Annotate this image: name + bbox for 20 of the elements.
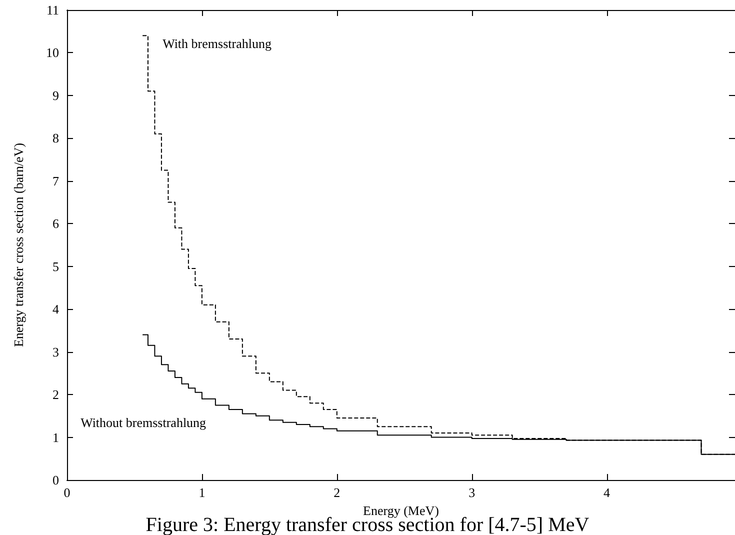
y-tick-label: 4	[52, 302, 60, 317]
y-tick-label: 11	[46, 2, 59, 18]
y-axis-title: Energy transfer cross section (barn/eV)	[11, 142, 26, 348]
x-tick-label: 1	[198, 485, 206, 500]
y-tick-label: 3	[52, 344, 59, 360]
y-tick-label: 2	[52, 387, 59, 402]
y-tick-label: 9	[52, 88, 59, 103]
y-tick-label: 7	[52, 173, 60, 188]
y-tick-label: 6	[52, 216, 60, 232]
x-tick-label: 0	[64, 485, 70, 500]
x-tick-label: 2	[334, 485, 340, 500]
series-label: Without bremsstrahlung	[80, 415, 207, 430]
x-tick-label: 4	[604, 485, 611, 500]
y-tick-label: 1	[52, 430, 59, 445]
x-tick-label: 3	[468, 485, 476, 500]
y-tick-label: 8	[52, 130, 59, 146]
y-tick-label: 0	[52, 472, 59, 488]
y-tick-label: 5	[52, 258, 59, 274]
series-label: With bremsstrahlung	[162, 36, 272, 52]
y-tick-label: 10	[46, 45, 59, 60]
